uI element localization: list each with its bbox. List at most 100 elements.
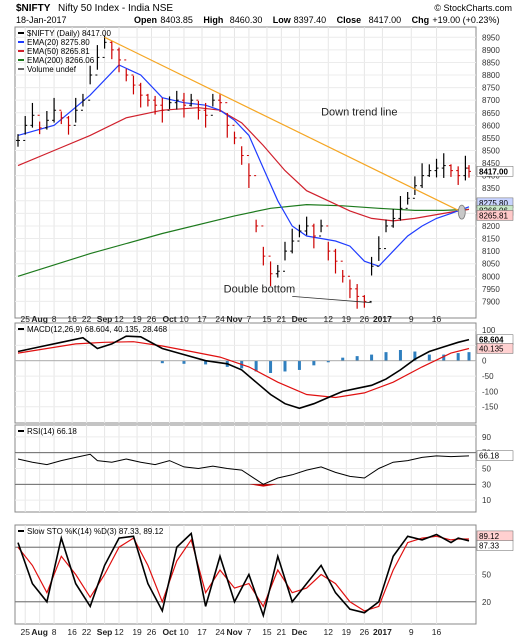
macd-histogram-bar: [269, 360, 273, 373]
quote-row: Open 8403.85 High 8460.30 Low 8397.40 Close 841…: [134, 15, 499, 25]
y-tick-label: 30: [482, 480, 491, 489]
value-tag-label: 8275.80: [479, 199, 508, 208]
y-tick-label: 7950: [482, 285, 500, 294]
x-tick-label: 8: [52, 314, 57, 324]
y-tick-label: 8700: [482, 96, 500, 105]
chart-date: 18-Jan-2017: [16, 15, 67, 25]
x-tick-label: 26: [360, 627, 370, 637]
y-tick-label: -50: [482, 372, 494, 381]
price-panel: 7900795080008050810081508200825083008350…: [14, 26, 514, 319]
y-tick-label: 8550: [482, 134, 500, 143]
y-tick-label: 10: [482, 496, 491, 505]
y-tick-label: 8150: [482, 235, 500, 244]
x-tick-label: 25: [20, 314, 30, 324]
macd-histogram-bar: [204, 360, 208, 365]
x-tick-label: 17: [197, 314, 207, 324]
macd-histogram-bar: [413, 351, 417, 361]
macd-histogram-bar: [398, 350, 402, 361]
legend-label: MACD(12,26,9) 68.604, 40.135, 28.468: [27, 325, 168, 334]
macd-histogram-bar: [384, 352, 388, 361]
macd-histogram-bar: [341, 357, 345, 361]
value-tag-label: 66.18: [479, 452, 500, 461]
rsi-oversold-fill: [248, 484, 278, 487]
y-tick-label: 8950: [482, 33, 500, 42]
y-tick-label: 8800: [482, 71, 500, 80]
macd-line: [17, 335, 470, 410]
legend-label: $NIFTY (Daily) 8417.00: [27, 29, 111, 38]
ema20-line: [17, 64, 470, 267]
x-tick-label: 16: [432, 627, 442, 637]
x-tick-label: 2017: [373, 314, 392, 324]
legend-label: EMA(200) 8266.06: [27, 56, 95, 65]
x-tick-label: Nov: [226, 627, 242, 637]
macd-histogram-bar: [326, 360, 330, 363]
x-tick-label: 12: [324, 314, 334, 324]
y-tick-label: -150: [482, 403, 499, 412]
x-tick-label: 9: [409, 314, 414, 324]
sto-d-line: [17, 535, 469, 612]
quote-label-close: Close: [337, 15, 362, 25]
quote-label-low: Low: [273, 15, 292, 25]
x-tick-label: 9: [409, 627, 414, 637]
ema50-line: [17, 107, 470, 222]
quote-label-chg: Chg: [412, 15, 430, 25]
x-tick-label: 24: [215, 314, 225, 324]
x-tick-label: 15: [262, 627, 272, 637]
legend-label: EMA(50) 8265.81: [27, 47, 90, 56]
x-tick-label: Nov: [226, 314, 242, 324]
annotation-down-trend: Down trend line: [321, 106, 397, 118]
x-tick-label: 17: [197, 627, 207, 637]
y-tick-label: 8600: [482, 121, 500, 130]
value-tag: [476, 343, 514, 354]
macd-histogram-bar: [312, 360, 316, 366]
intersection-circle: [457, 204, 466, 220]
y-tick-label: 8350: [482, 184, 500, 193]
x-tick-label: 12: [114, 314, 124, 324]
quote-value-open: 8403.85: [160, 15, 193, 25]
chart-symbol: $NIFTY: [16, 3, 51, 14]
x-tick-label: Dec: [292, 314, 308, 324]
macd-histogram-bar: [355, 356, 359, 361]
quote-value-close: 8417.00: [369, 15, 402, 25]
macd-histogram-bar: [442, 354, 446, 361]
x-tick-label: 7: [247, 627, 252, 637]
down-trend-line: [104, 36, 463, 213]
y-tick-label: 8450: [482, 159, 500, 168]
value-tag-label: 68.604: [479, 336, 504, 345]
chart-source: © StockCharts.com: [434, 3, 512, 13]
chart-index-name: Nifty 50 Index - India NSE: [58, 3, 173, 14]
value-tag-label: 87.33: [479, 542, 500, 551]
x-tick-label: 16: [432, 314, 442, 324]
quote-label-open: Open: [134, 15, 157, 25]
x-tick-label: 26: [147, 627, 157, 637]
legend-label: RSI(14) 66.18: [27, 427, 77, 436]
x-tick-label: 26: [360, 314, 370, 324]
y-tick-label: 8900: [482, 46, 500, 55]
macd-signal-line: [17, 341, 470, 399]
y-tick-label: 8850: [482, 58, 500, 67]
x-tick-label: Oct: [162, 314, 176, 324]
x-tick-label: 12: [324, 627, 334, 637]
legend-label: Slow STO %K(14) %D(3) 87.33, 89.12: [27, 527, 164, 536]
value-tag: [476, 540, 514, 551]
x-axis-middle: 25 Aug 8 16 22 Sep 12 19 26 Oct 10 17 24 Nov 7 15 21 Dec 1…: [20, 314, 441, 324]
y-tick-label: 100: [482, 326, 496, 335]
x-tick-label: 8: [52, 627, 57, 637]
sto-k-line: [17, 531, 470, 619]
x-tick-label: Aug: [31, 314, 48, 324]
ema200-line: [17, 203, 470, 277]
quote-label-high: High: [203, 15, 223, 25]
macd-histogram-bar: [160, 360, 164, 364]
value-tag-label: 89.12: [479, 532, 500, 541]
value-tag-label: 8417.00: [479, 167, 508, 176]
y-tick-label: 8500: [482, 146, 500, 155]
y-tick-label: 50: [482, 465, 491, 474]
x-tick-label: 7: [247, 314, 252, 324]
x-tick-label: 26: [147, 314, 157, 324]
y-tick-label: 7900: [482, 297, 500, 306]
macd-histogram-bar: [370, 354, 374, 361]
macd-histogram-bar: [297, 360, 301, 370]
x-tick-label: Dec: [292, 627, 308, 637]
macd-histogram-bar: [427, 354, 431, 361]
